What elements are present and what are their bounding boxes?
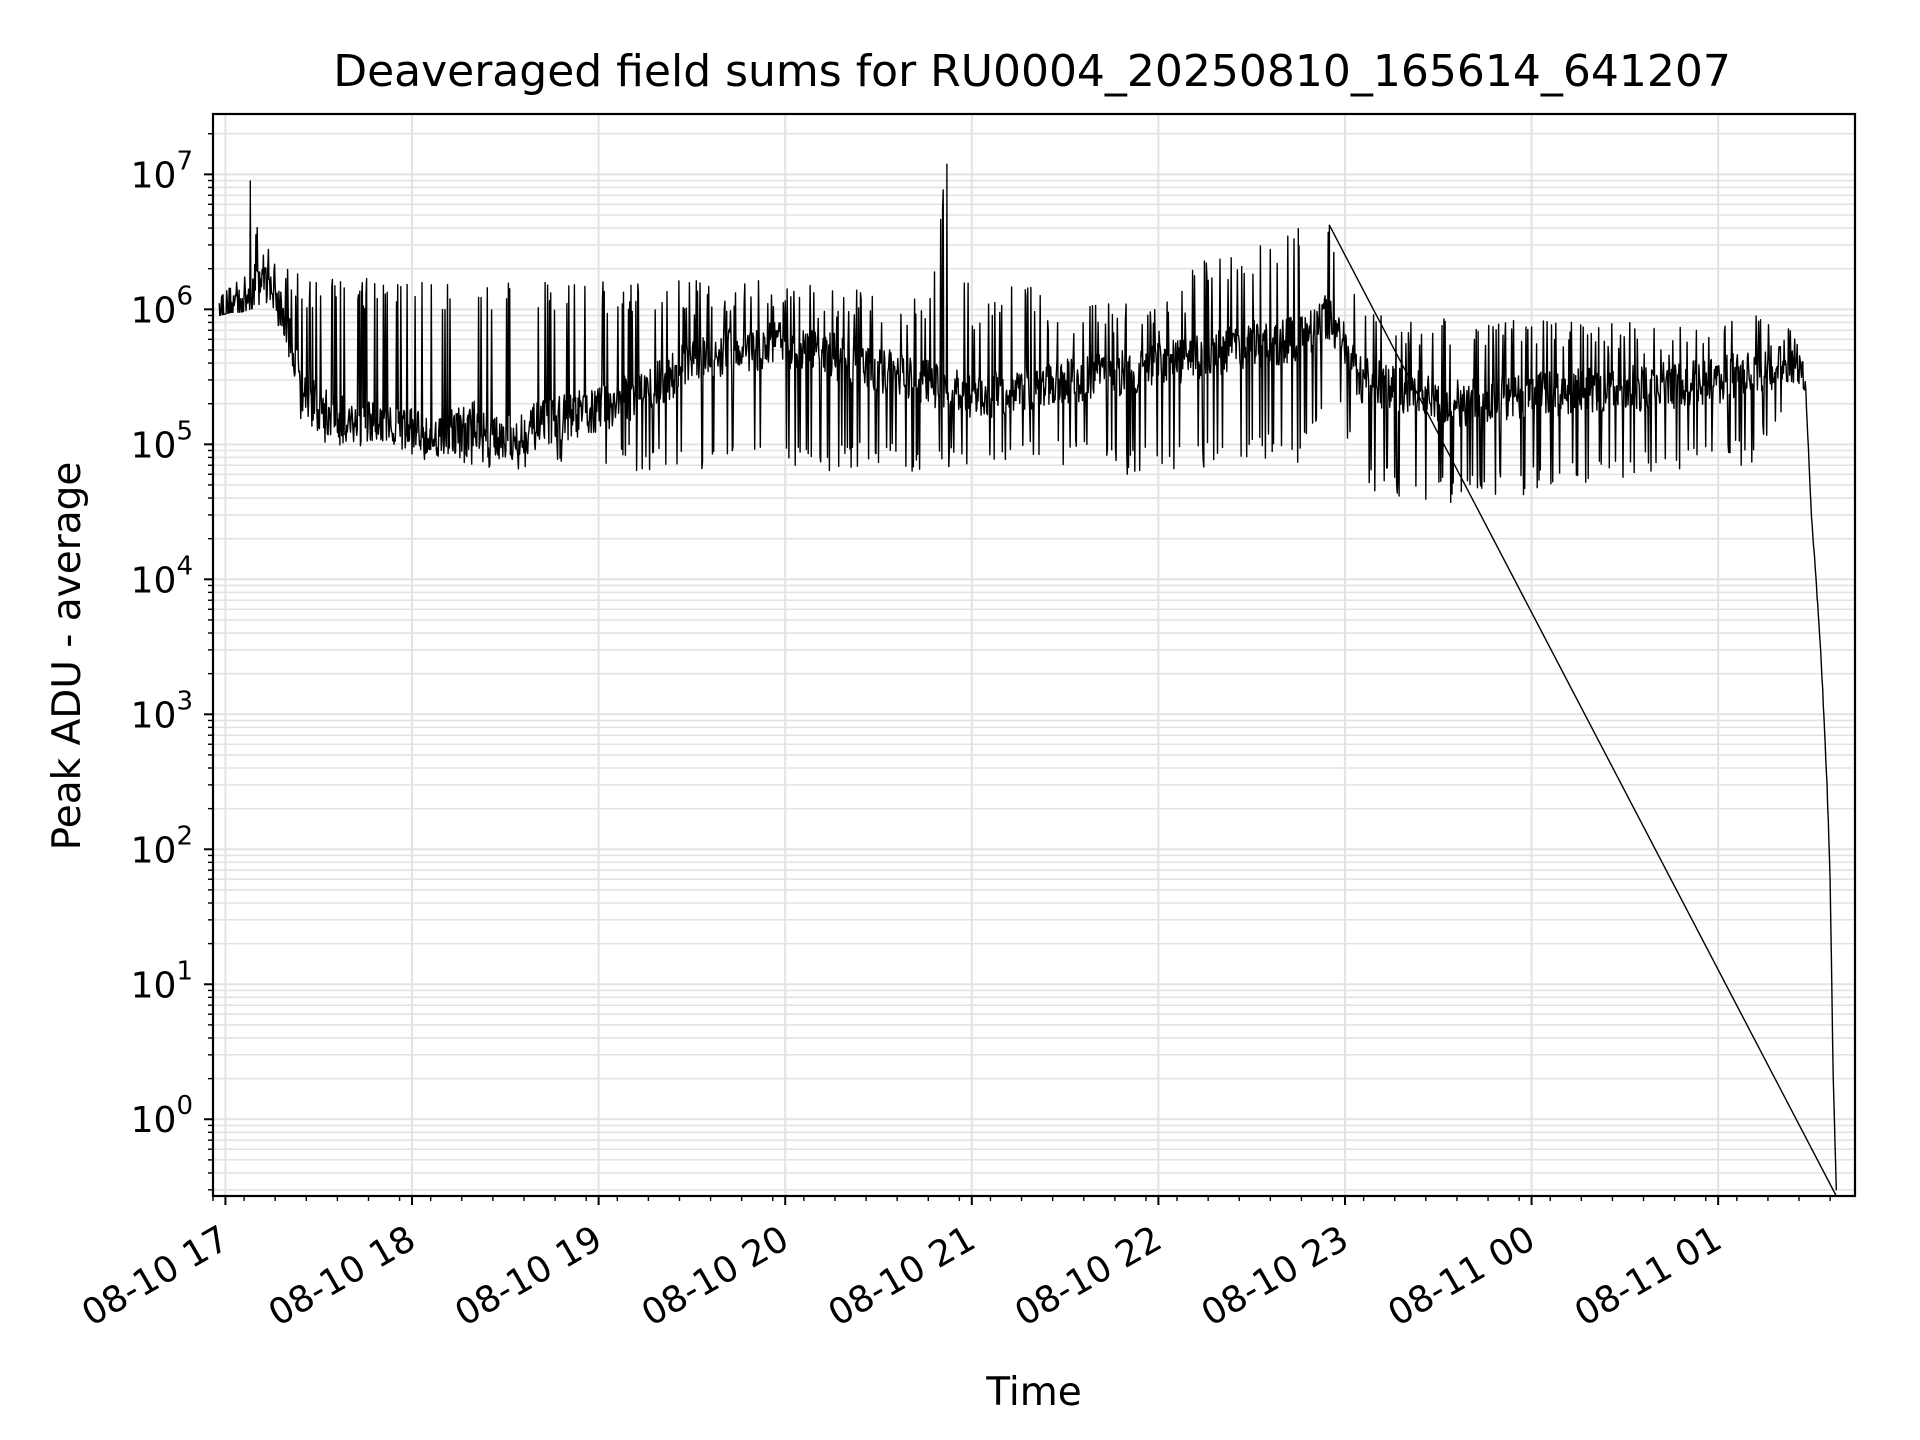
y-tick-label: 100: [131, 1091, 193, 1141]
series-line: [218, 163, 1837, 1197]
plot-frame: [211, 112, 1857, 1198]
y-tick-label: 102: [131, 821, 193, 871]
x-axis-label: Time: [985, 1370, 1081, 1415]
plot-area: [218, 163, 1837, 1197]
chart-title: Deaveraged field sums for RU0004_2025081…: [333, 46, 1731, 97]
y-tick-label: 103: [131, 686, 193, 736]
y-axis: 100 101 102 103 104 105 106 107: [131, 133, 213, 1191]
y-tick-label: 107: [131, 146, 193, 196]
y-tick-label: 104: [131, 551, 193, 601]
y-axis-label: Peak ADU - average: [45, 462, 90, 851]
y-tick-label: 106: [131, 281, 193, 331]
y-tick-label: 105: [131, 416, 193, 466]
y-tick-label: 101: [131, 956, 193, 1006]
